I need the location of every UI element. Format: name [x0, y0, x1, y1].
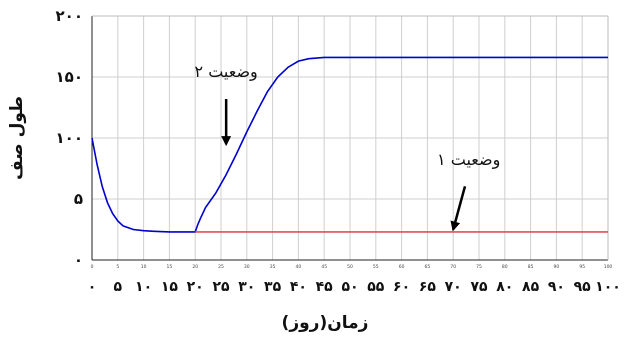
x-tick-label: ۹۰: [548, 279, 565, 295]
x-tick-label: ۰: [88, 279, 97, 295]
x-tick-label-small: 70: [450, 264, 456, 270]
x-tick-label-small: 30: [244, 264, 250, 270]
y-axis-title: طول صف: [7, 96, 27, 180]
y-tick-label: ۱۰۰: [56, 129, 83, 147]
x-tick-label-small: 80: [502, 264, 508, 270]
x-tick-label: ۶۰: [393, 279, 410, 295]
x-tick-label-small: 0: [91, 264, 94, 270]
x-tick-label-small: 45: [321, 264, 327, 270]
series-line-1: [91, 56, 608, 233]
x-tick-label-small: 100: [604, 264, 613, 270]
x-tick-label-small: 85: [528, 264, 534, 270]
x-tick-label-small: 50: [347, 264, 353, 270]
x-tick-label: ۱۵: [161, 279, 179, 295]
x-tick-label: ۱۰۰: [595, 279, 621, 295]
annotation-label-1: وضعیت ۲: [195, 62, 258, 82]
x-tick-label: ۷۰: [445, 279, 462, 295]
x-tick-label-small: 10: [141, 264, 147, 270]
x-tick-label-small: 55: [373, 264, 379, 270]
x-tick-label: ۲۵: [212, 279, 230, 295]
x-tick-label-small: 35: [270, 264, 276, 270]
x-tick-label-small: 25: [218, 264, 224, 270]
x-tick-label: ۵: [114, 279, 123, 295]
grid: [92, 16, 608, 260]
x-tick-label: ۵۵: [367, 279, 385, 295]
y-tick-label: ۰: [74, 251, 83, 269]
x-tick-label-small: 40: [296, 264, 302, 270]
x-tick-label-small: 90: [554, 264, 560, 270]
x-tick-label: ۸۰: [496, 279, 513, 295]
y-tick-label: ۵: [74, 190, 83, 208]
x-tick-label-small: 15: [167, 264, 173, 270]
tick-labels: 0 5 10 15 20 25 30 35 40 45 50 55 60 65 70 75 80 85 90 95 10…: [56, 7, 621, 295]
annotations: وضعیت ۲ وضعیت ۱: [195, 62, 500, 232]
x-tick-label-small: 60: [399, 264, 405, 270]
x-tick-label: ۳۵: [264, 279, 282, 295]
x-tick-label: ۱۰: [135, 279, 152, 295]
y-tick-label: ۱۵۰: [56, 68, 83, 86]
x-axis-title: زمان(روز): [282, 313, 369, 333]
annotation-label-2: وضعیت ۱: [437, 150, 500, 170]
x-tick-label-small: 95: [579, 264, 585, 270]
x-tick-label: ۲۰: [187, 279, 204, 295]
x-tick-label: ۳۰: [238, 279, 255, 295]
y-tick-label: ۲۰۰: [56, 7, 83, 25]
x-tick-label-small: 5: [116, 264, 119, 270]
x-tick-label-small: 75: [476, 264, 482, 270]
annotation-arrow-2: [450, 186, 467, 232]
axes: [91, 15, 609, 261]
x-tick-label-small: 65: [425, 264, 431, 270]
x-tick-label: ۷۵: [470, 279, 488, 295]
x-tick-label: ۹۵: [574, 279, 592, 295]
x-tick-label: ۴۰: [290, 279, 307, 295]
x-tick-label: ۶۵: [419, 279, 437, 295]
series: [91, 56, 608, 233]
x-tick-label: ۸۵: [522, 279, 540, 295]
x-tick-label-small: 20: [192, 264, 198, 270]
x-tick-label: ۵۰: [341, 279, 358, 295]
x-tick-label: ۴۵: [316, 279, 334, 295]
